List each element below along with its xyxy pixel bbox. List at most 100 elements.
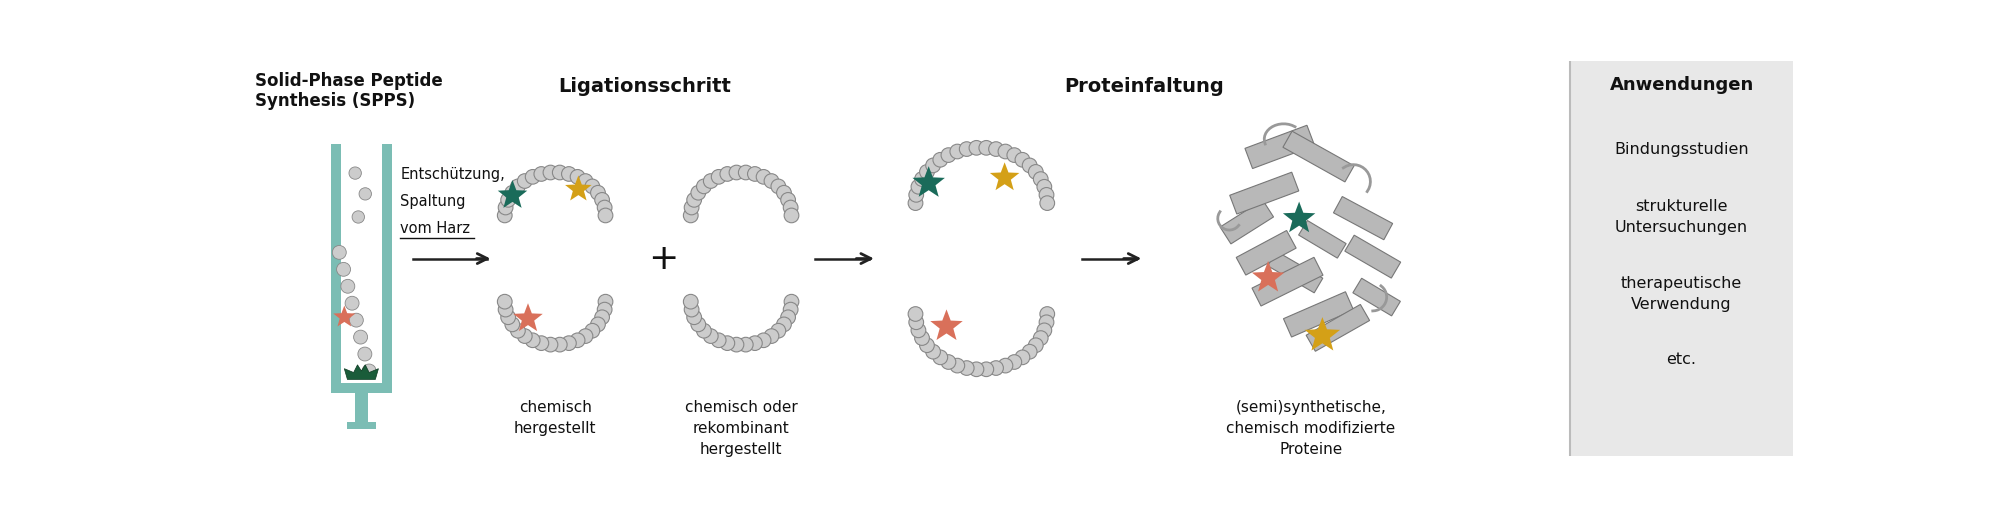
Polygon shape bbox=[345, 365, 378, 379]
Circle shape bbox=[950, 358, 964, 373]
Circle shape bbox=[363, 364, 376, 378]
Circle shape bbox=[598, 200, 612, 215]
Text: (semi)synthetische,
chemisch modifizierte
Proteine: (semi)synthetische, chemisch modifiziert… bbox=[1227, 400, 1394, 457]
Circle shape bbox=[687, 310, 701, 325]
Circle shape bbox=[998, 144, 1012, 159]
Circle shape bbox=[940, 148, 956, 162]
Polygon shape bbox=[1283, 202, 1315, 232]
Circle shape bbox=[598, 294, 614, 309]
Text: vom Harz: vom Harz bbox=[400, 221, 470, 236]
Circle shape bbox=[950, 144, 964, 159]
Bar bbox=[341, 144, 382, 382]
Polygon shape bbox=[912, 166, 944, 197]
Circle shape bbox=[596, 193, 610, 207]
Polygon shape bbox=[1305, 317, 1341, 351]
Circle shape bbox=[920, 338, 934, 353]
Circle shape bbox=[908, 187, 924, 202]
Circle shape bbox=[578, 174, 594, 188]
Text: strukturelle
Untersuchungen: strukturelle Untersuchungen bbox=[1616, 199, 1749, 235]
Polygon shape bbox=[498, 180, 528, 208]
Circle shape bbox=[504, 185, 520, 200]
Polygon shape bbox=[1299, 221, 1347, 258]
Circle shape bbox=[777, 317, 791, 332]
Circle shape bbox=[785, 208, 799, 223]
Polygon shape bbox=[514, 303, 542, 331]
Polygon shape bbox=[1333, 197, 1392, 240]
Circle shape bbox=[359, 347, 373, 361]
Polygon shape bbox=[1251, 261, 1285, 291]
Circle shape bbox=[683, 302, 699, 317]
Circle shape bbox=[510, 324, 526, 338]
Circle shape bbox=[534, 336, 548, 351]
Circle shape bbox=[729, 337, 743, 352]
Text: +: + bbox=[649, 242, 679, 275]
Polygon shape bbox=[1245, 125, 1315, 168]
Circle shape bbox=[1040, 196, 1054, 210]
Text: Ligationsschritt: Ligationsschritt bbox=[558, 77, 731, 96]
Bar bbox=[347, 422, 376, 429]
Circle shape bbox=[703, 174, 719, 188]
Circle shape bbox=[683, 208, 697, 223]
Circle shape bbox=[1040, 187, 1054, 202]
Text: Solid-Phase Peptide: Solid-Phase Peptide bbox=[255, 72, 442, 90]
Circle shape bbox=[345, 296, 359, 310]
Circle shape bbox=[910, 323, 926, 337]
Polygon shape bbox=[1267, 251, 1323, 293]
Circle shape bbox=[498, 294, 512, 309]
Circle shape bbox=[771, 179, 785, 194]
Circle shape bbox=[359, 188, 371, 200]
Bar bbox=[382, 144, 392, 393]
Circle shape bbox=[1022, 345, 1038, 359]
Polygon shape bbox=[1307, 305, 1370, 351]
Circle shape bbox=[1040, 307, 1054, 322]
Circle shape bbox=[598, 208, 614, 223]
Text: Synthesis (SPPS): Synthesis (SPPS) bbox=[255, 92, 414, 110]
Circle shape bbox=[697, 179, 711, 194]
Circle shape bbox=[914, 331, 930, 346]
Circle shape bbox=[534, 166, 548, 181]
Circle shape bbox=[978, 140, 994, 155]
Circle shape bbox=[598, 302, 612, 317]
Circle shape bbox=[504, 317, 520, 332]
Circle shape bbox=[711, 169, 725, 184]
Circle shape bbox=[771, 324, 785, 338]
Circle shape bbox=[757, 333, 771, 348]
Circle shape bbox=[940, 355, 956, 369]
Circle shape bbox=[783, 302, 799, 317]
Circle shape bbox=[932, 153, 948, 167]
Circle shape bbox=[562, 166, 576, 181]
Text: therapeutische
Verwendung: therapeutische Verwendung bbox=[1621, 276, 1743, 312]
Text: Spaltung: Spaltung bbox=[400, 194, 466, 209]
Circle shape bbox=[337, 263, 351, 276]
Circle shape bbox=[586, 324, 600, 338]
Circle shape bbox=[578, 329, 594, 344]
Circle shape bbox=[926, 345, 940, 359]
Circle shape bbox=[596, 310, 610, 325]
Circle shape bbox=[562, 336, 576, 351]
Circle shape bbox=[920, 164, 934, 179]
Circle shape bbox=[552, 165, 568, 180]
Text: chemisch oder
rekombinant
hergestellt: chemisch oder rekombinant hergestellt bbox=[685, 400, 797, 457]
Circle shape bbox=[908, 315, 924, 330]
Circle shape bbox=[683, 200, 699, 215]
Circle shape bbox=[590, 317, 606, 332]
Circle shape bbox=[353, 211, 365, 223]
Circle shape bbox=[777, 185, 791, 200]
Circle shape bbox=[1028, 338, 1044, 353]
Polygon shape bbox=[990, 162, 1020, 190]
Circle shape bbox=[586, 179, 600, 194]
Polygon shape bbox=[1283, 292, 1353, 337]
Circle shape bbox=[1034, 331, 1048, 346]
Bar bbox=[355, 393, 369, 422]
Circle shape bbox=[570, 169, 586, 184]
Circle shape bbox=[978, 362, 994, 377]
FancyBboxPatch shape bbox=[1570, 61, 1793, 456]
Polygon shape bbox=[1353, 278, 1400, 316]
Circle shape bbox=[908, 196, 922, 210]
Circle shape bbox=[498, 208, 512, 223]
Circle shape bbox=[526, 333, 540, 348]
Circle shape bbox=[691, 317, 705, 332]
Bar bbox=[331, 382, 392, 393]
Circle shape bbox=[914, 172, 930, 186]
Circle shape bbox=[341, 280, 355, 293]
